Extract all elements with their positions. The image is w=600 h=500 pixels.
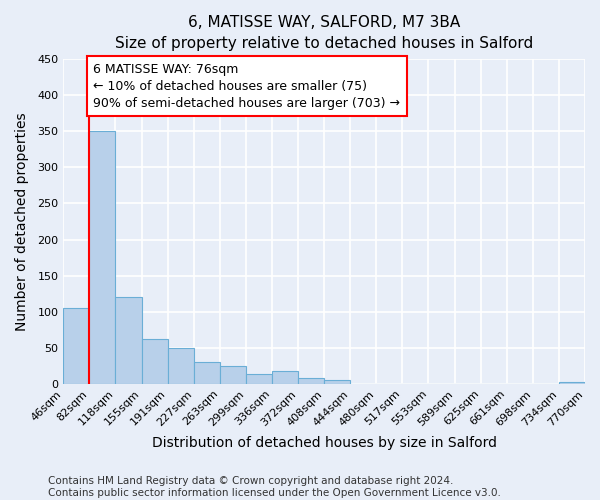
Bar — [115, 297, 142, 384]
Bar — [298, 378, 324, 384]
Title: 6, MATISSE WAY, SALFORD, M7 3BA
Size of property relative to detached houses in : 6, MATISSE WAY, SALFORD, M7 3BA Size of … — [115, 15, 533, 51]
Bar — [89, 132, 115, 384]
Y-axis label: Number of detached properties: Number of detached properties — [15, 112, 29, 331]
Bar — [142, 339, 167, 384]
Bar — [194, 362, 220, 384]
Text: Contains HM Land Registry data © Crown copyright and database right 2024.
Contai: Contains HM Land Registry data © Crown c… — [48, 476, 501, 498]
Text: 6 MATISSE WAY: 76sqm
← 10% of detached houses are smaller (75)
90% of semi-detac: 6 MATISSE WAY: 76sqm ← 10% of detached h… — [94, 62, 400, 110]
X-axis label: Distribution of detached houses by size in Salford: Distribution of detached houses by size … — [152, 436, 497, 450]
Bar — [220, 366, 246, 384]
Bar — [272, 371, 298, 384]
Bar — [64, 308, 89, 384]
Bar — [167, 348, 194, 384]
Bar — [559, 382, 585, 384]
Bar — [246, 374, 272, 384]
Bar — [324, 380, 350, 384]
